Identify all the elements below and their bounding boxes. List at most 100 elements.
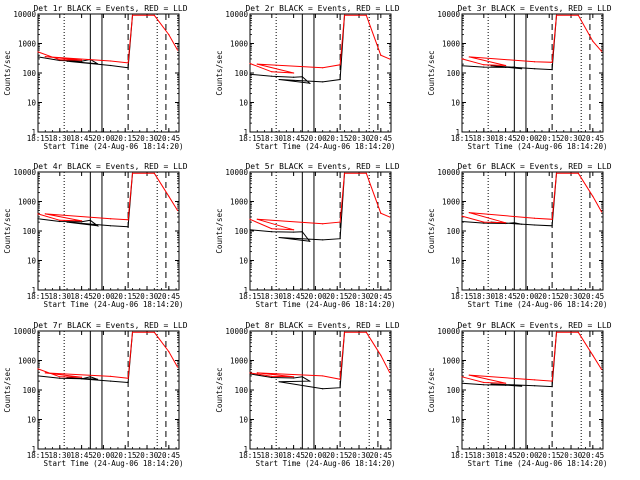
x-tick-label: 20:00 — [92, 134, 115, 143]
data-point — [505, 384, 507, 386]
data-point — [59, 376, 61, 378]
data-point — [127, 219, 129, 221]
panel-title: Det 4r BLACK = Events, RED = LLD — [33, 162, 187, 171]
y-tick-label: 1 — [455, 286, 460, 295]
panel-8: Det 8r BLACK = Events, RED = LLD 1 10 100 10… — [215, 321, 400, 468]
data-point — [278, 236, 280, 239]
data-point — [551, 380, 553, 382]
data-point — [293, 229, 295, 231]
series-events — [249, 173, 345, 242]
data-point — [461, 58, 463, 60]
x-tick-label: 20:15 — [114, 134, 137, 143]
data-point — [256, 372, 258, 374]
x-tick-label: 20:30 — [560, 451, 583, 460]
y-tick-label: 1 — [243, 128, 248, 137]
data-point — [365, 331, 367, 333]
x-tick-label: 20:30 — [348, 292, 371, 301]
data-point — [505, 64, 507, 67]
panel-4: Det 4r BLACK = Events, RED = LLD 1 10 100 10… — [3, 162, 188, 309]
x-tick-label: 18:30 — [261, 451, 284, 460]
data-point — [534, 68, 536, 70]
x-tick-label: 18:45 — [282, 451, 305, 460]
data-point — [81, 220, 83, 222]
x-tick-label: 20:30 — [348, 134, 371, 143]
data-point — [461, 220, 463, 223]
x-tick-label: 20:15 — [538, 451, 561, 460]
data-point — [249, 62, 251, 65]
plot-frame — [37, 171, 180, 291]
x-tick-label: 20:15 — [538, 292, 561, 301]
data-point — [365, 14, 367, 16]
data-point — [520, 68, 523, 70]
data-point — [505, 222, 507, 224]
panel-title: Det 3r BLACK = Events, RED = LLD — [457, 4, 611, 13]
data-point — [81, 60, 83, 62]
x-tick-label: 20:45 — [158, 451, 181, 460]
y-tick-label: 10 — [239, 257, 249, 266]
data-point — [592, 354, 594, 356]
y-tick-label: 10 — [239, 99, 249, 108]
y-tick-label: 100 — [22, 386, 36, 395]
x-tick-label: 20:45 — [582, 292, 605, 301]
data-point — [96, 225, 99, 227]
x-axis-label: Start Time (24-Aug-06 18:14:20) — [44, 300, 184, 309]
series-lld — [461, 172, 602, 224]
x-axis-label: Start Time (24-Aug-06 18:14:20) — [468, 300, 608, 309]
data-point — [127, 226, 129, 228]
series-lld — [37, 172, 178, 222]
y-tick-label: 1 — [243, 286, 248, 295]
y-tick-label: 1000 — [230, 40, 249, 49]
data-point — [44, 213, 46, 215]
data-point — [343, 172, 346, 174]
y-tick-label: 100 — [234, 69, 248, 78]
data-point — [59, 219, 61, 221]
x-tick-label: 20:15 — [538, 134, 561, 143]
data-point — [256, 63, 258, 65]
data-point — [551, 69, 553, 71]
panel-title: Det 7r BLACK = Events, RED = LLD — [33, 321, 187, 330]
data-point — [461, 65, 463, 67]
y-tick-label: 1000 — [442, 198, 461, 207]
x-tick-label: 20:15 — [326, 451, 349, 460]
data-point — [551, 225, 553, 227]
data-point — [271, 375, 273, 377]
data-point — [256, 218, 258, 220]
data-point — [322, 67, 324, 69]
y-tick-label: 1000 — [442, 40, 461, 49]
data-point — [293, 376, 295, 378]
x-tick-label: 20:00 — [516, 292, 539, 301]
x-tick-label: 18:15 — [27, 134, 50, 143]
y-tick-label: 1000 — [230, 357, 249, 366]
data-point — [600, 368, 603, 370]
y-tick-label: 10000 — [13, 168, 36, 177]
data-point — [339, 378, 341, 380]
data-point — [388, 371, 391, 373]
x-tick-label: 18:15 — [239, 292, 262, 301]
x-axis-label: Start Time (24-Aug-06 18:14:20) — [468, 142, 608, 151]
y-tick-label: 1 — [31, 445, 36, 454]
y-axis-label: Counts/sec — [427, 208, 436, 253]
data-point — [127, 381, 129, 384]
x-tick-label: 18:45 — [494, 134, 517, 143]
plot-frame — [461, 330, 604, 450]
y-tick-label: 10 — [27, 99, 37, 108]
data-point — [37, 368, 39, 370]
y-axis-label: Counts/sec — [3, 208, 12, 253]
data-point — [322, 375, 324, 377]
data-point — [249, 229, 251, 231]
data-point — [577, 172, 579, 174]
data-point — [131, 331, 134, 333]
data-point — [153, 172, 155, 174]
data-point — [490, 383, 492, 385]
data-point — [168, 195, 170, 197]
data-point — [534, 217, 536, 219]
y-axis-label: Counts/sec — [215, 50, 224, 95]
data-point — [110, 225, 112, 227]
data-point — [81, 221, 83, 223]
y-tick-label: 10000 — [13, 327, 36, 336]
data-point — [81, 376, 83, 378]
data-point — [551, 386, 553, 388]
y-axis-label: Counts/sec — [215, 208, 224, 253]
data-point — [37, 213, 39, 215]
series-lld — [37, 331, 178, 379]
